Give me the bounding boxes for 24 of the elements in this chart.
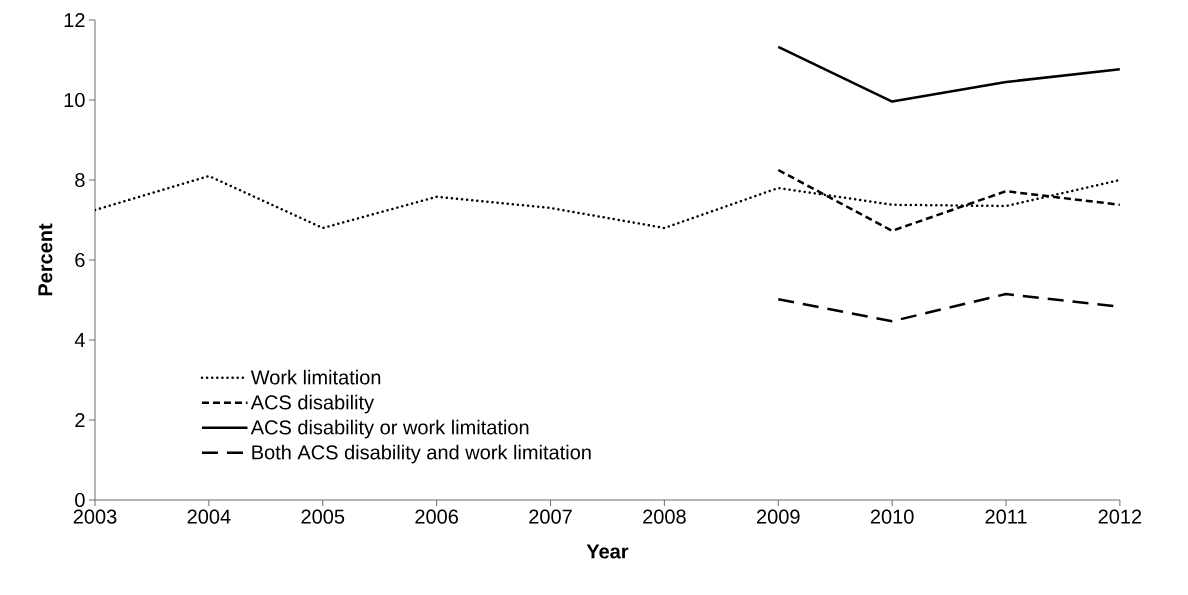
line-series xyxy=(777,45,1120,103)
y-tick-label: 4 xyxy=(74,333,85,347)
x-tick-label: 2006 xyxy=(415,509,458,524)
x-tick-label: 2012 xyxy=(1098,509,1142,524)
legend-label: Work limitation xyxy=(250,369,381,385)
x-tick-label: 2007 xyxy=(529,509,572,524)
legend-label: ACS disability xyxy=(250,394,375,414)
x-tick-label: 2010 xyxy=(870,509,914,524)
x-tick-label: 2008 xyxy=(643,509,686,524)
y-tick-label: 6 xyxy=(75,252,85,268)
y-tick-label: 10 xyxy=(64,92,85,108)
x-tick-label: 2009 xyxy=(757,509,800,524)
y-tick-label: 2 xyxy=(75,413,85,427)
x-tick-label: 2005 xyxy=(301,509,345,524)
x-tick-label: 2004 xyxy=(187,509,231,524)
y-axis-title: Percent xyxy=(38,223,53,296)
x-axis-title: Year xyxy=(586,544,629,559)
y-tick-label: 8 xyxy=(75,172,85,188)
x-tick-label: 2003 xyxy=(73,509,117,524)
legend-label: ACS disability or work limitation xyxy=(250,419,529,439)
legend-label: Both ACS disability and work limitation xyxy=(252,444,591,464)
y-tick-label: 0 xyxy=(75,492,85,508)
y-tick-label: 12 xyxy=(64,13,85,27)
x-tick-label: 2011 xyxy=(985,509,1027,524)
